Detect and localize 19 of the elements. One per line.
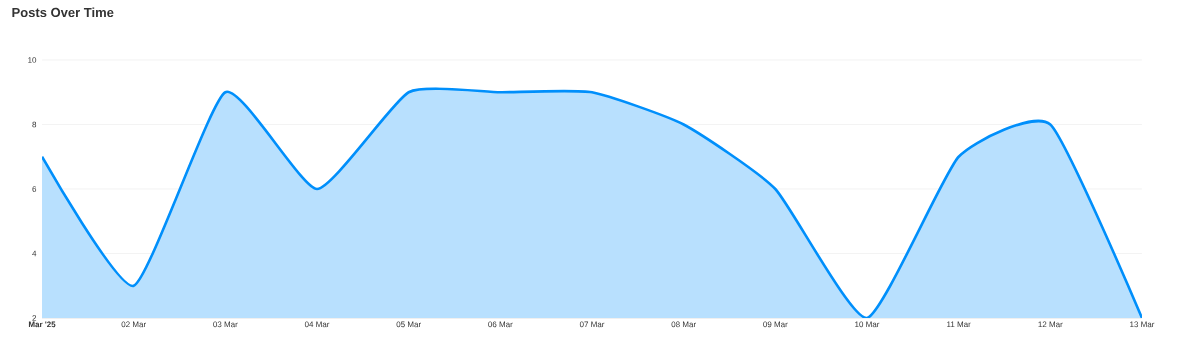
x-tick-label: 05 Mar xyxy=(396,321,421,328)
x-tick-label: 02 Mar xyxy=(121,321,146,328)
y-tick-label: 6 xyxy=(32,186,37,192)
y-tick-label: 10 xyxy=(28,57,37,63)
x-tick-label: 08 Mar xyxy=(671,321,696,328)
x-tick-label: 12 Mar xyxy=(1038,321,1063,328)
y-tick-label: 2 xyxy=(32,315,37,321)
x-tick-label: 11 Mar xyxy=(947,321,971,328)
x-tick-label: 10 Mar xyxy=(855,321,880,328)
y-tick-label: 8 xyxy=(32,121,37,128)
y-tick-label: 4 xyxy=(32,250,37,257)
x-tick-label: 06 Mar xyxy=(488,321,513,328)
x-tick-label: 13 Mar xyxy=(1130,321,1155,328)
x-tick-label: 04 Mar xyxy=(304,321,330,328)
x-tick-label: 03 Mar xyxy=(213,321,238,328)
chart-title: Posts Over Time xyxy=(12,7,114,18)
x-tick-label: 07 Mar xyxy=(579,321,605,328)
x-tick-label: Mar '25 xyxy=(28,321,56,328)
x-tick-label: 09 Mar xyxy=(763,321,788,328)
